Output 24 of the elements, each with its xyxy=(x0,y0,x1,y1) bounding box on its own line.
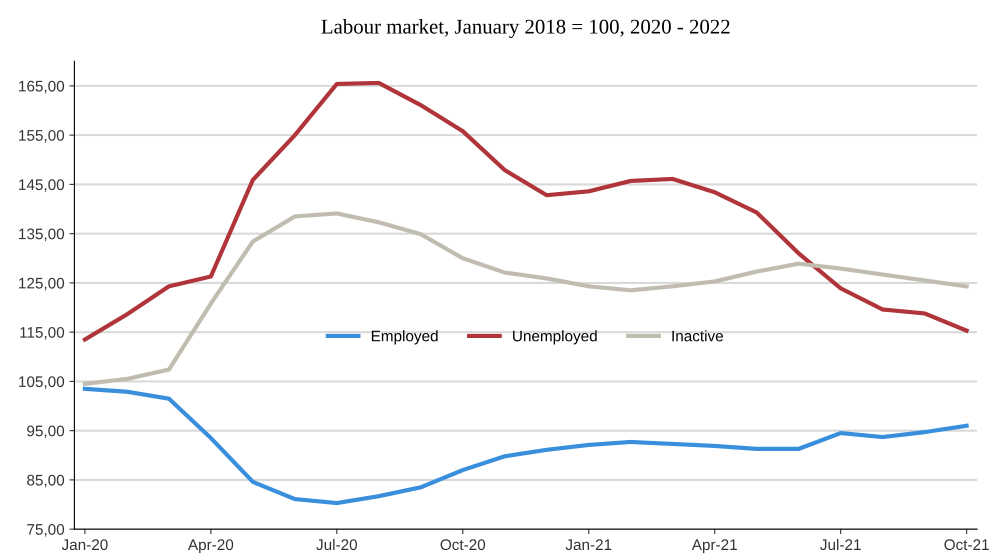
x-tick-label: Jan-21 xyxy=(566,539,612,550)
y-tick-label: 85,00 xyxy=(27,474,64,488)
y-tick-label: 95,00 xyxy=(27,426,64,438)
chart-title: Labour market, January 2018 = 100, 2020 - 2022 xyxy=(321,19,730,38)
line-series xyxy=(82,211,969,386)
y-tick-label: 165,00 xyxy=(19,80,64,94)
line-series xyxy=(82,386,969,506)
x-tick-label: Jul-21 xyxy=(820,538,861,550)
y-tick-label: 145,00 xyxy=(19,179,64,192)
y-tick-label: 75,00 xyxy=(27,524,64,537)
legend-label: Employed xyxy=(372,330,438,344)
y-tick-label: 105,00 xyxy=(19,376,64,389)
x-tick-label: Jul-20 xyxy=(316,538,358,550)
legend-label: Unemployed xyxy=(513,330,597,344)
y-tick-label: 115,00 xyxy=(20,327,64,340)
x-tick-label: Apr-21 xyxy=(692,539,737,554)
x-tick-label: Oct-20 xyxy=(440,539,486,550)
x-tick-label: Apr-20 xyxy=(188,539,234,554)
legend-label: Inactive xyxy=(672,330,723,342)
y-tick-label: 155,00 xyxy=(19,130,64,143)
x-tick-label: Jan-20 xyxy=(62,539,108,550)
y-tick-label: 125,00 xyxy=(19,278,64,290)
x-tick-label: Oct-21 xyxy=(944,539,989,550)
y-tick-label: 135,00 xyxy=(19,228,64,242)
